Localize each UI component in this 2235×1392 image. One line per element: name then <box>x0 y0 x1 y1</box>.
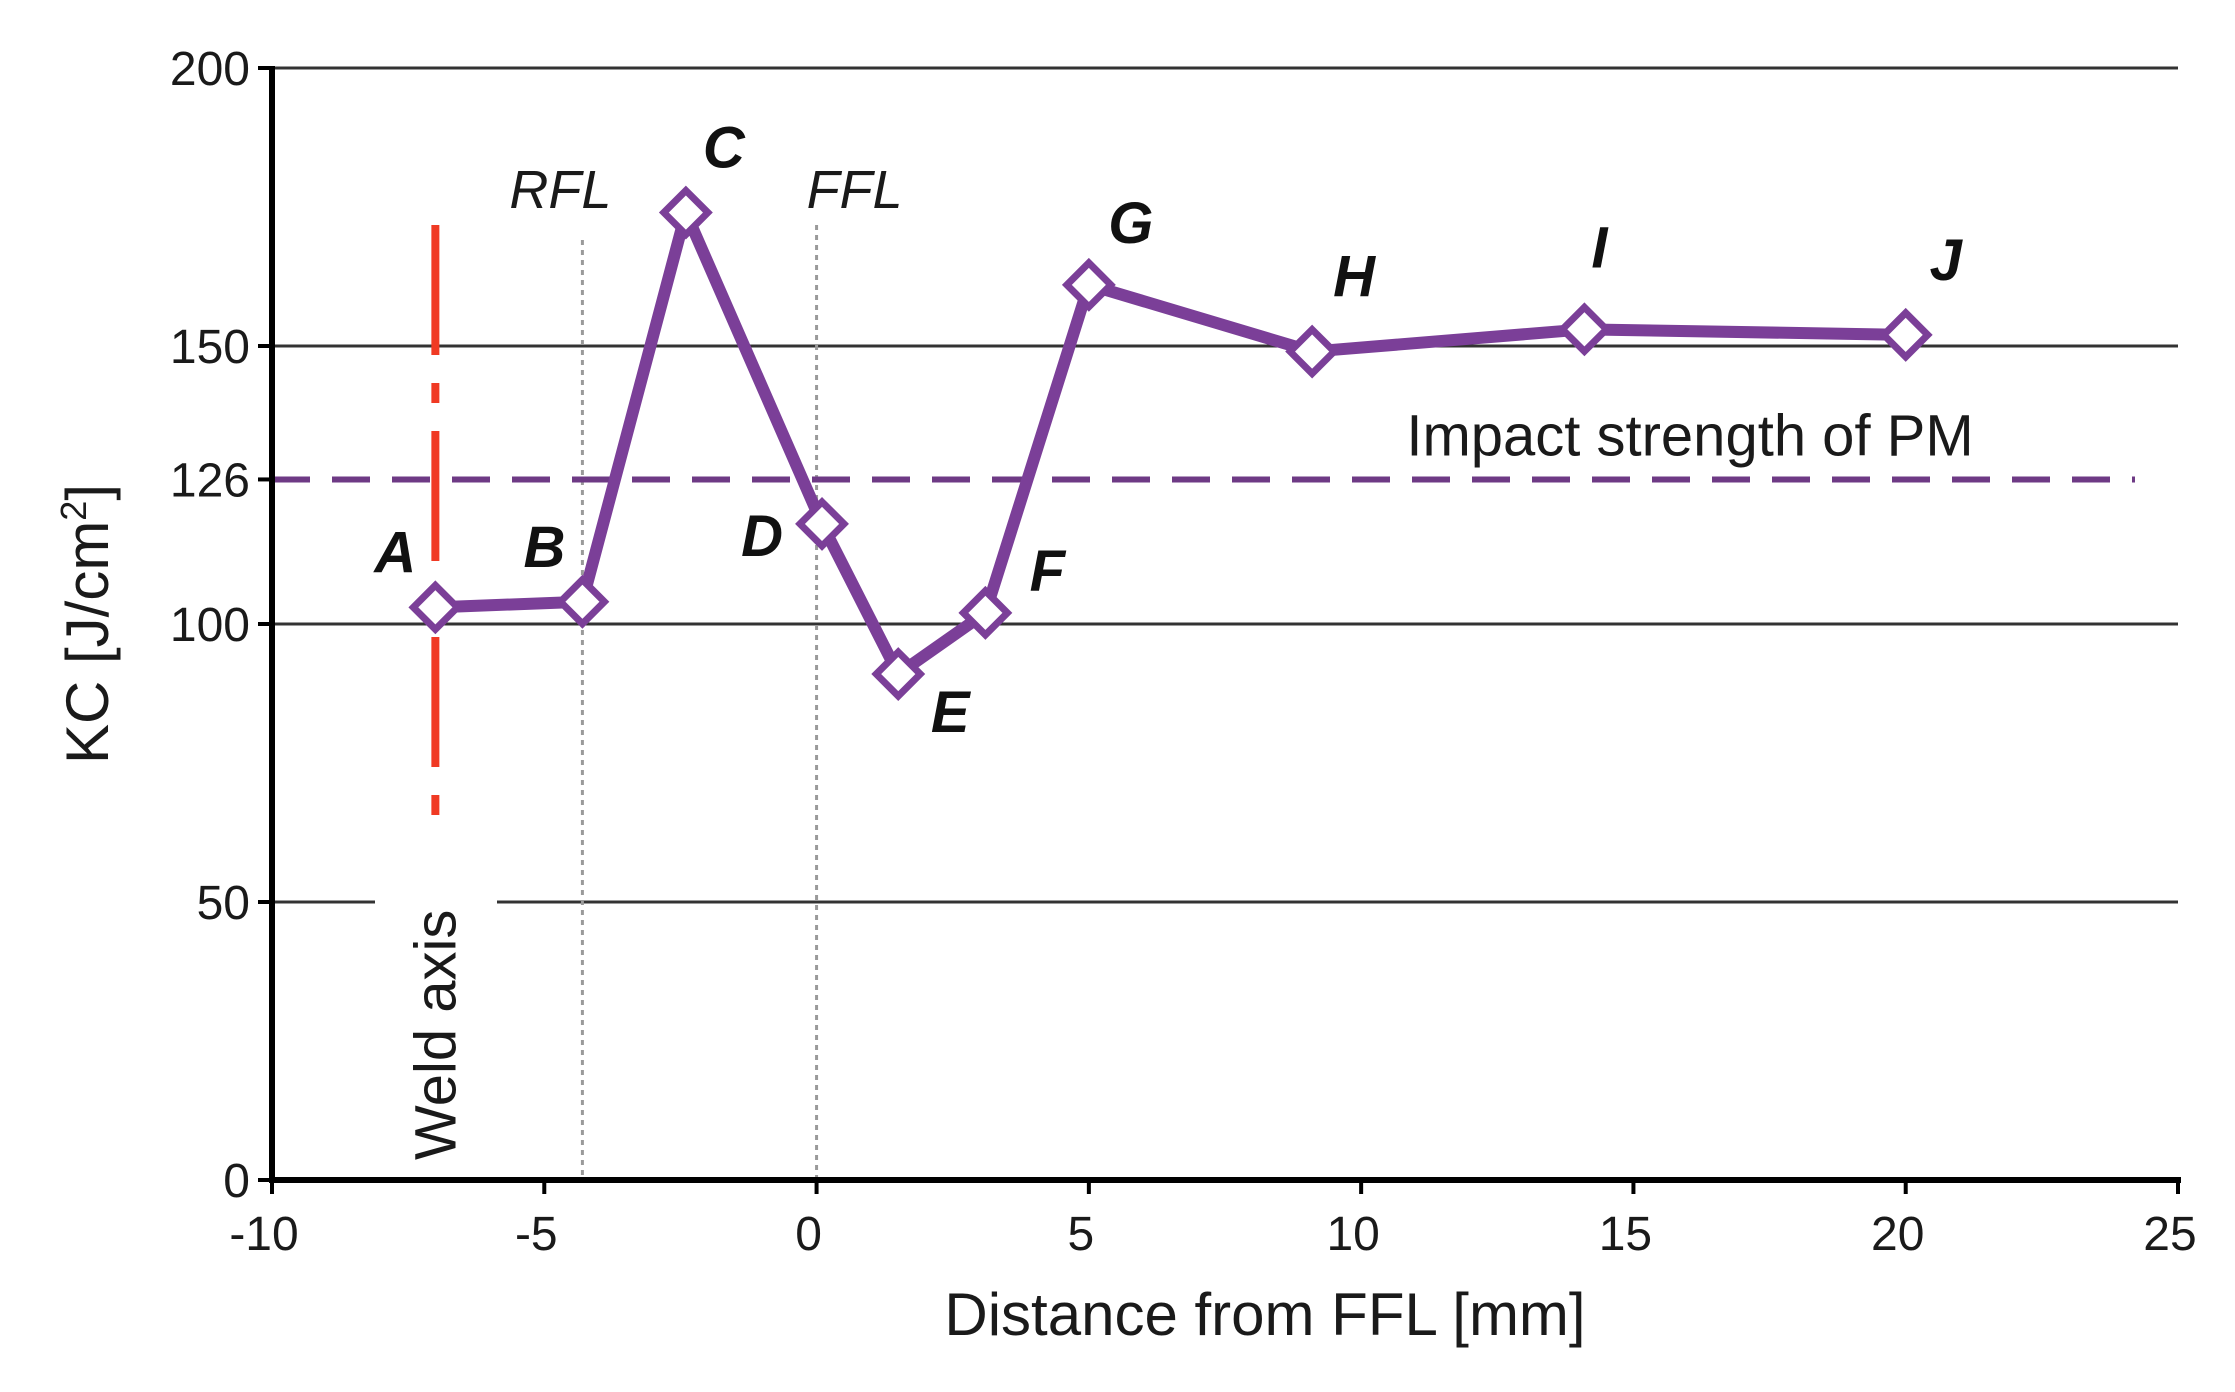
point-label-F: F <box>1030 539 1067 604</box>
y-tick-label-100: 100 <box>170 599 250 652</box>
marker-G <box>1061 257 1116 312</box>
impact-strength-label: Impact strength of PM <box>1406 403 1973 468</box>
x-tick-label--10: -10 <box>229 1208 298 1261</box>
reference-lines <box>272 225 2135 1180</box>
y-axis-title-sup: 2 <box>53 501 94 521</box>
axes <box>258 66 2181 1194</box>
marker-F <box>958 585 1013 640</box>
ffl-label: FFL <box>807 160 903 220</box>
grid-lines <box>272 66 2178 904</box>
point-label-D: D <box>741 504 783 569</box>
x-tick-label-25: 25 <box>2143 1208 2196 1261</box>
x-tick-label-15: 15 <box>1599 1208 1652 1261</box>
y-tick-label-0: 0 <box>223 1155 250 1208</box>
point-label-B: B <box>523 515 565 580</box>
y-axis-title-end: ] <box>54 484 121 501</box>
marker-E <box>871 647 926 701</box>
y-tick-label-200: 200 <box>170 43 250 96</box>
rfl-label: RFL <box>509 160 611 220</box>
marker-H <box>1285 324 1340 379</box>
weld-axis-label: Weld axis <box>403 910 468 1160</box>
marker-J <box>1878 307 1933 362</box>
point-label-H: H <box>1333 245 1376 310</box>
marker-B <box>555 574 610 629</box>
series-kc: A B C D E F G H I J <box>372 116 1963 745</box>
y-tick-label-126: 126 <box>170 454 250 507</box>
x-tick-label-0: 0 <box>795 1208 822 1261</box>
point-label-E: E <box>931 680 972 745</box>
x-tick-label-20: 20 <box>1871 1208 1924 1261</box>
y-tick-label-50: 50 <box>197 877 250 930</box>
y-axis-title-main: KC [J/cm <box>54 521 121 764</box>
point-label-G: G <box>1108 191 1153 256</box>
series-line-kc <box>429 206 1912 681</box>
annotations: Impact strength of PM Weld axis RFL FFL <box>403 160 1973 1160</box>
point-label-A: A <box>372 520 416 585</box>
marker-I <box>1557 302 1612 357</box>
x-axis-title: Distance from FFL [mm] <box>944 1281 1585 1348</box>
x-tick-label-10: 10 <box>1326 1208 1379 1261</box>
x-tick-label-5: 5 <box>1068 1208 1095 1261</box>
x-tick-label--5: -5 <box>515 1208 558 1261</box>
marker-D <box>795 496 849 551</box>
tick-labels: -10 -5 0 5 10 15 20 25 0 50 100 126 150 200 <box>170 43 2197 1261</box>
marker-C <box>658 185 713 240</box>
marker-A <box>408 580 463 635</box>
point-label-I: I <box>1591 215 1609 280</box>
y-tick-label-150: 150 <box>170 321 250 374</box>
point-label-J: J <box>1930 228 1964 293</box>
y-axis-title: KC [J/cm2] <box>53 484 121 764</box>
point-label-C: C <box>703 116 746 181</box>
